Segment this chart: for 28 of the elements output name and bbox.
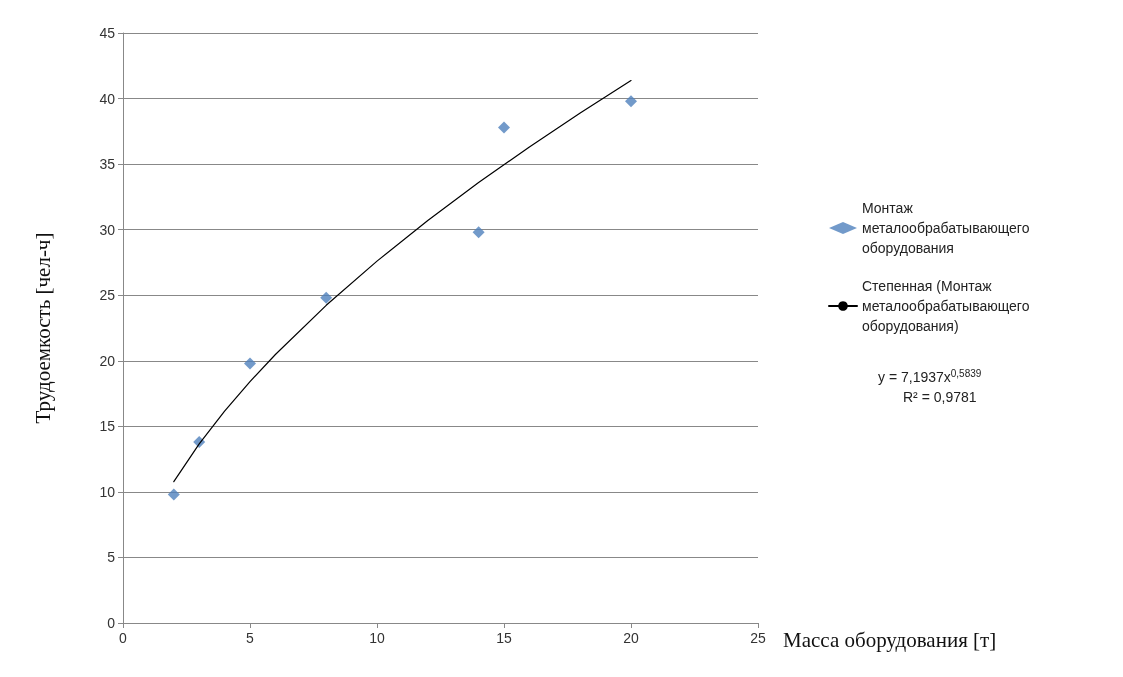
- x-axis-title: Масса оборудования [т]: [783, 627, 997, 652]
- line-series: [173, 79, 632, 483]
- y-tick-label: 25: [99, 287, 116, 304]
- y-tick-label: 45: [99, 25, 116, 41]
- x-tick-label: 20: [623, 630, 639, 646]
- x-tick-label: 25: [750, 630, 766, 646]
- y-tick-label: 40: [99, 90, 116, 107]
- text: R² = 0,9781: [903, 389, 977, 405]
- y-tick-label: 15: [99, 418, 116, 435]
- y-tick-label: 0: [107, 615, 116, 631]
- point: [472, 226, 485, 239]
- y-tick-label: 30: [99, 221, 116, 238]
- y-axis-title: Трудоемкость [чел-ч]: [30, 232, 55, 424]
- y-tick-label: 10: [99, 483, 116, 500]
- point: [244, 357, 256, 370]
- point: [498, 121, 510, 134]
- y-tick-label: 35: [99, 156, 116, 173]
- point: [625, 95, 637, 108]
- point: [320, 291, 333, 304]
- x-tick-label: 10: [369, 630, 385, 646]
- legend-label: Монтаж металообрабатывающего оборудования: [862, 200, 1030, 256]
- x-tick-label: 5: [246, 630, 255, 646]
- y-tick-label: 20: [99, 352, 116, 369]
- y-tick-label: 5: [107, 549, 116, 566]
- legend-label: Степенная (Монтаж металообрабатывающего оборудования): [862, 278, 1030, 334]
- x-tick-label: 0: [119, 630, 128, 646]
- x-tick-label: 15: [496, 630, 512, 646]
- point: [167, 488, 180, 501]
